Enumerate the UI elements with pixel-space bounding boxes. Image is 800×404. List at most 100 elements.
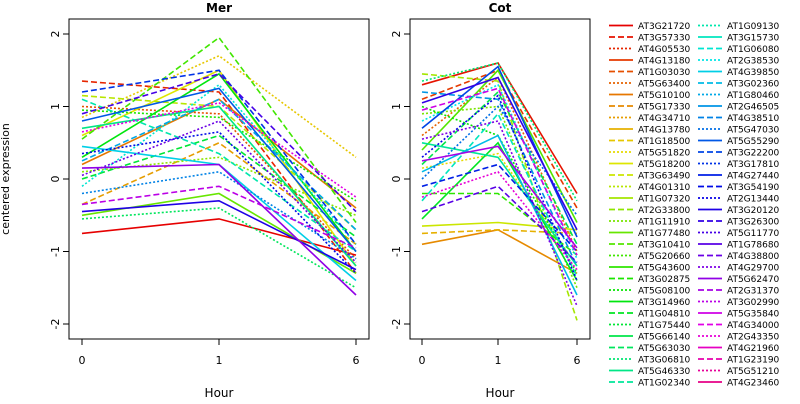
panel-title-1: Mer [206,1,232,15]
y-tick-label-1: -1 [49,246,62,257]
series-line-1-11 [81,36,357,223]
x-tick-label-2: 0 [419,354,426,367]
legend-label: AT5G20660 [638,252,691,262]
series-line-1-30 [81,102,357,198]
series-line-1-27 [81,120,357,263]
series-line-1-15 [81,207,357,289]
legend-label: AT5G35840 [727,310,780,320]
series-line-2-28 [421,145,578,249]
series-line-1-4 [81,98,357,209]
legend-label: AT3G06810 [638,356,691,366]
series-line-1-28 [81,163,357,296]
legend-label: AT3G54190 [727,183,780,193]
legend-label: AT5G43600 [638,264,691,274]
legend-label: AT1G18500 [638,137,691,147]
series-line-2-5 [421,228,578,235]
legend-label: AT5G47030 [727,126,780,136]
series-line-1-22 [81,87,357,253]
legend-label: AT1G02340 [638,379,691,389]
legend-label: AT5G62470 [727,275,780,285]
series-line-2-15 [421,62,578,202]
legend-label: AT3G15730 [727,34,780,44]
legend-label: AT1G07320 [638,195,691,205]
series-line-1-1 [81,218,357,256]
legend-label: AT4G13780 [638,126,691,136]
legend-label: AT5G63400 [638,80,691,90]
y-tick-label-1: 0 [49,176,62,183]
y-axis-label: centered expression [0,123,12,235]
y-tick-label-1: -2 [49,319,62,330]
series-line-2-29 [421,87,578,256]
legend-label: AT1G04810 [638,310,691,320]
x-tick-label-1: 1 [216,354,223,367]
legend-label: AT1G11910 [638,218,691,228]
series-line-2-30 [421,170,578,271]
legend-label: AT4G39850 [727,68,780,78]
series-line-2-11 [422,192,578,256]
series-line-1-3 [81,105,357,260]
series-line-2-24 [421,94,578,281]
series-line-2-18 [421,83,578,260]
series-line-2-1 [421,62,578,194]
series-line-2-25 [421,76,578,231]
y-tick-label-2: -1 [390,246,403,257]
x-tick-label-1: 6 [353,354,360,367]
legend-label: AT5G51820 [638,149,691,159]
legend-label: AT4G13180 [638,57,691,67]
legend-label: AT3G63490 [638,172,691,182]
legend-label: AT5G46330 [638,367,691,377]
series-line-2-27 [421,120,578,307]
y-tick-label-2: -2 [390,319,403,330]
x-axis-label-1: Hour [205,386,234,400]
legend-label: AT4G27440 [727,172,780,182]
x-tick-label-2: 1 [495,354,502,367]
series-line-1-16 [81,105,357,267]
y-tick-label-2: 0 [390,176,403,183]
legend-label: AT3G17810 [727,160,780,170]
legend-label: AT3G20120 [727,206,780,216]
legend-label: AT3G22200 [727,149,780,159]
legend-label: AT4G01310 [638,183,691,193]
legend-label: AT2G13440 [727,195,780,205]
series-line-1-26 [81,72,357,213]
series-line-1-20 [81,98,357,231]
series-line-2-20 [421,91,578,267]
series-line-1-12 [81,109,357,202]
legend-label: AT2G43350 [727,333,780,343]
y-tick-label-2: 2 [390,31,403,38]
legend-label: AT2G33800 [638,206,691,216]
legend-label: AT5G08100 [638,287,691,297]
series-line-1-13 [81,72,357,252]
x-tick-label-1: 0 [79,354,86,367]
legend-label: AT2G38530 [727,57,780,67]
legend-label: AT4G05530 [638,45,691,55]
legend-label: AT5G55290 [727,137,780,147]
legend-label: AT5G10100 [638,91,691,101]
series-line-2-16 [421,142,578,267]
series-line-2-26 [421,185,578,263]
series-line-2-14 [421,90,578,245]
y-tick-label-1: 1 [49,103,62,110]
legend-label: AT4G38800 [727,252,780,262]
series-line-1-17 [81,98,357,253]
legend-label: AT3G21720 [638,22,691,32]
legend-label: AT4G34000 [727,321,780,331]
legend-label: AT1G06080 [727,45,780,55]
series-line-1-14 [81,134,357,238]
legend-label: AT4G23460 [727,379,780,389]
legend-label: AT4G29700 [727,264,780,274]
legend-label: AT2G31370 [727,287,780,297]
x-axis-label-2: Hour [486,386,515,400]
legend-label: AT1G75440 [638,321,691,331]
legend-label: AT5G17330 [638,103,691,113]
legend-label: AT3G10410 [638,241,691,251]
series-line-1-25 [81,199,357,271]
legend-label: AT3G57330 [638,34,691,44]
series-line-1-24 [81,131,357,274]
y-tick-label-2: 1 [390,103,403,110]
x-tick-label-2: 6 [574,354,581,367]
legend-label: AT3G02360 [727,80,780,90]
legend-label: AT4G38510 [727,114,780,124]
series-line-2-19 [421,134,578,296]
